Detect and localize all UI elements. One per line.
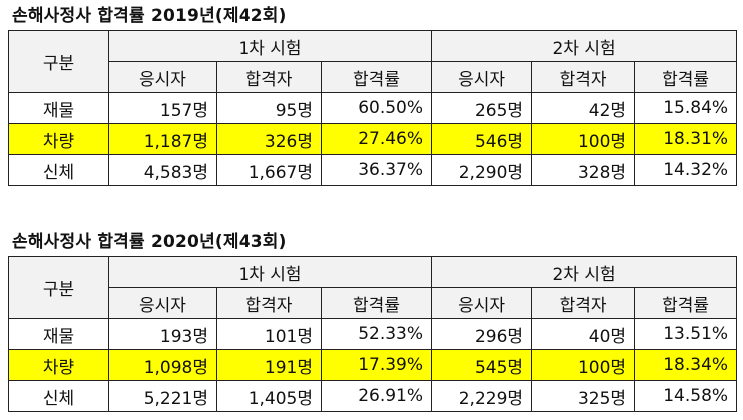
table-cell: 4,583명	[108, 154, 217, 186]
group-header-first-exam: 1차 시험	[107, 30, 433, 62]
table-cell: 2,290명	[431, 154, 533, 186]
category-header: 구분	[8, 30, 109, 93]
pass-rate-table: 구분 1차 시험 2차 시험 응시자 합격자 합격률 응시자 합격자 합격률 재…	[8, 256, 738, 412]
table-cell: 36.37%	[320, 154, 433, 186]
table-cell: 101명	[216, 318, 322, 350]
table-cell: 15.84%	[634, 92, 738, 124]
table-cell: 14.58%	[634, 380, 738, 412]
row-label: 차량	[8, 349, 109, 381]
pass-rate-table: 구분 1차 시험 2차 시험 응시자 합격자 합격률 응시자 합격자 합격률 재…	[8, 30, 738, 186]
column-header: 합격자	[216, 287, 322, 319]
table-cell: 13.51%	[634, 318, 738, 350]
column-header: 합격자	[531, 287, 636, 319]
table-cell: 265명	[431, 92, 533, 124]
table-cell: 17.39%	[320, 349, 433, 381]
table-row-highlighted: 차량 1,187명 326명 27.46% 546명 100명 18.31%	[8, 123, 738, 155]
table-cell: 1,098명	[108, 349, 217, 381]
table-cell: 193명	[108, 318, 217, 350]
table-cell: 191명	[216, 349, 322, 381]
table-row: 재물 157명 95명 60.50% 265명 42명 15.84%	[8, 92, 738, 124]
table-cell: 95명	[216, 92, 322, 124]
table-row: 재물 193명 101명 52.33% 296명 40명 13.51%	[8, 318, 738, 350]
table-cell: 325명	[531, 380, 636, 412]
table-cell: 52.33%	[320, 318, 433, 350]
table-row-highlighted: 차량 1,098명 191명 17.39% 545명 100명 18.34%	[8, 349, 738, 381]
table-cell: 14.32%	[634, 154, 738, 186]
table-section-2019: 손해사정사 합격률 2019년(제42회) 구분 1차 시험 2차 시험 응시자…	[8, 2, 738, 186]
column-header: 응시자	[108, 287, 217, 319]
column-header: 응시자	[108, 61, 217, 93]
table-header-row: 구분 1차 시험 2차 시험	[8, 256, 738, 319]
table-cell: 1,667명	[216, 154, 322, 186]
table-cell: 18.31%	[634, 123, 738, 155]
column-header: 합격률	[634, 287, 738, 319]
group-header-first-exam: 1차 시험	[107, 256, 433, 288]
table-cell: 157명	[108, 92, 217, 124]
column-header: 합격률	[634, 61, 738, 93]
table-row: 신체 4,583명 1,667명 36.37% 2,290명 328명 14.3…	[8, 154, 738, 186]
table-cell: 545명	[431, 349, 533, 381]
column-header: 합격자	[216, 61, 322, 93]
column-header: 합격률	[320, 61, 433, 93]
table-cell: 18.34%	[634, 349, 738, 381]
table-cell: 296명	[431, 318, 533, 350]
table-title: 손해사정사 합격률 2020년(제43회)	[12, 232, 287, 252]
row-label: 재물	[8, 318, 109, 350]
table-cell: 328명	[531, 154, 636, 186]
table-cell: 100명	[531, 349, 636, 381]
column-header: 응시자	[431, 287, 533, 319]
table-section-2020: 손해사정사 합격률 2020년(제43회) 구분 1차 시험 2차 시험 응시자…	[8, 228, 738, 412]
column-header: 합격자	[531, 61, 636, 93]
table-cell: 2,229명	[431, 380, 533, 412]
row-label: 재물	[8, 92, 109, 124]
table-cell: 1,187명	[108, 123, 217, 155]
table-cell: 60.50%	[320, 92, 433, 124]
table-cell: 26.91%	[320, 380, 433, 412]
table-header-row: 구분 1차 시험 2차 시험	[8, 30, 738, 93]
table-cell: 546명	[431, 123, 533, 155]
row-label: 신체	[8, 380, 109, 412]
table-title: 손해사정사 합격률 2019년(제42회)	[12, 6, 287, 26]
table-row: 신체 5,221명 1,405명 26.91% 2,229명 325명 14.5…	[8, 380, 738, 412]
table-cell: 27.46%	[320, 123, 433, 155]
row-label: 신체	[8, 154, 109, 186]
table-cell: 42명	[531, 92, 636, 124]
group-header-second-exam: 2차 시험	[431, 256, 738, 288]
table-subheader-row: 응시자 합격자 합격률 응시자 합격자 합격률	[9, 287, 738, 319]
table-cell: 326명	[216, 123, 322, 155]
table-cell: 5,221명	[108, 380, 217, 412]
table-cell: 40명	[531, 318, 636, 350]
row-label: 차량	[8, 123, 109, 155]
table-cell: 100명	[531, 123, 636, 155]
table-cell: 1,405명	[216, 380, 322, 412]
category-header: 구분	[8, 256, 109, 319]
column-header: 응시자	[431, 61, 533, 93]
column-header: 합격률	[320, 287, 433, 319]
group-header-second-exam: 2차 시험	[431, 30, 738, 62]
table-subheader-row: 응시자 합격자 합격률 응시자 합격자 합격률	[9, 61, 738, 93]
